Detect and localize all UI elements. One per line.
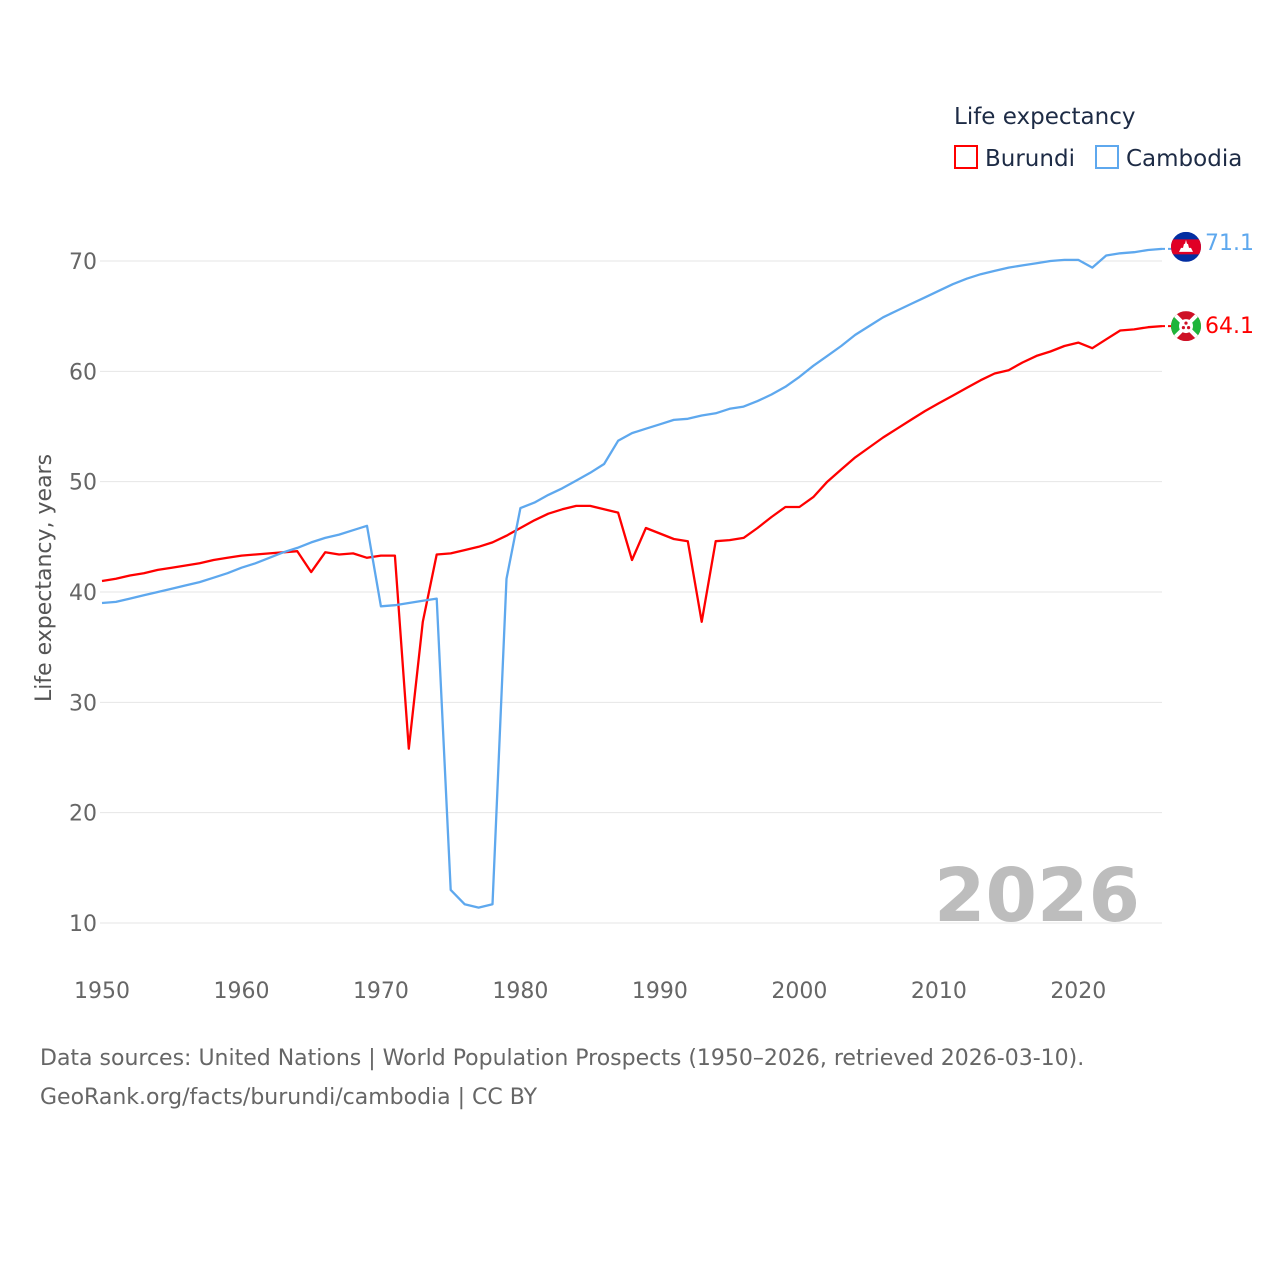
data-source-text: Data sources: United Nations | World Pop…: [40, 1046, 1085, 1071]
burundi-flag-icon: [1171, 311, 1201, 342]
y-tick-label: 20: [69, 802, 97, 827]
y-tick-label: 10: [69, 912, 97, 937]
legend-swatch: [1095, 145, 1119, 169]
legend-label: Burundi: [985, 146, 1075, 172]
source-link[interactable]: GeoRank.org/facts/burundi/cambodia | CC …: [40, 1085, 538, 1110]
x-tick-label: 2000: [771, 979, 827, 1004]
y-axis-ticks: 10 20 30 40 50 60 70: [69, 250, 97, 937]
x-axis-ticks: 1950 1960 1970 1980 1990 2000 2010 2020: [74, 979, 1106, 1004]
end-value-label-burundi: 64.1: [1205, 314, 1254, 339]
series-lines: [101, 247, 1163, 909]
x-tick-label: 1960: [213, 979, 269, 1004]
current-year-label: 2026: [934, 853, 1140, 939]
x-tick-label: 1970: [353, 979, 409, 1004]
legend: Life expectancy Burundi Cambodia: [954, 104, 1242, 172]
y-axis-label: Life expectancy, years: [32, 454, 57, 702]
x-tick-label: 2010: [911, 979, 967, 1004]
x-tick-label: 1950: [74, 979, 130, 1004]
legend-item-cambodia[interactable]: Cambodia: [1095, 145, 1242, 172]
x-tick-label: 1990: [632, 979, 688, 1004]
end-value-label-cambodia: 71.1: [1205, 231, 1254, 256]
y-tick-label: 40: [69, 581, 97, 606]
series-line-burundi: [101, 324, 1163, 750]
y-tick-label: 50: [69, 471, 97, 496]
legend-swatch: [954, 145, 978, 169]
legend-title: Life expectancy: [954, 104, 1135, 130]
gridlines: [100, 260, 1162, 924]
y-tick-label: 30: [69, 691, 97, 716]
y-tick-label: 60: [69, 360, 97, 385]
legend-label: Cambodia: [1126, 146, 1242, 172]
x-tick-label: 2020: [1050, 979, 1106, 1004]
cambodia-flag-icon: [1171, 231, 1201, 262]
y-tick-label: 70: [69, 250, 97, 275]
series-line-cambodia: [101, 247, 1163, 909]
end-labels: 64.1 71.1: [1162, 231, 1254, 342]
x-tick-label: 1980: [492, 979, 548, 1004]
legend-item-burundi[interactable]: Burundi: [954, 145, 1075, 172]
